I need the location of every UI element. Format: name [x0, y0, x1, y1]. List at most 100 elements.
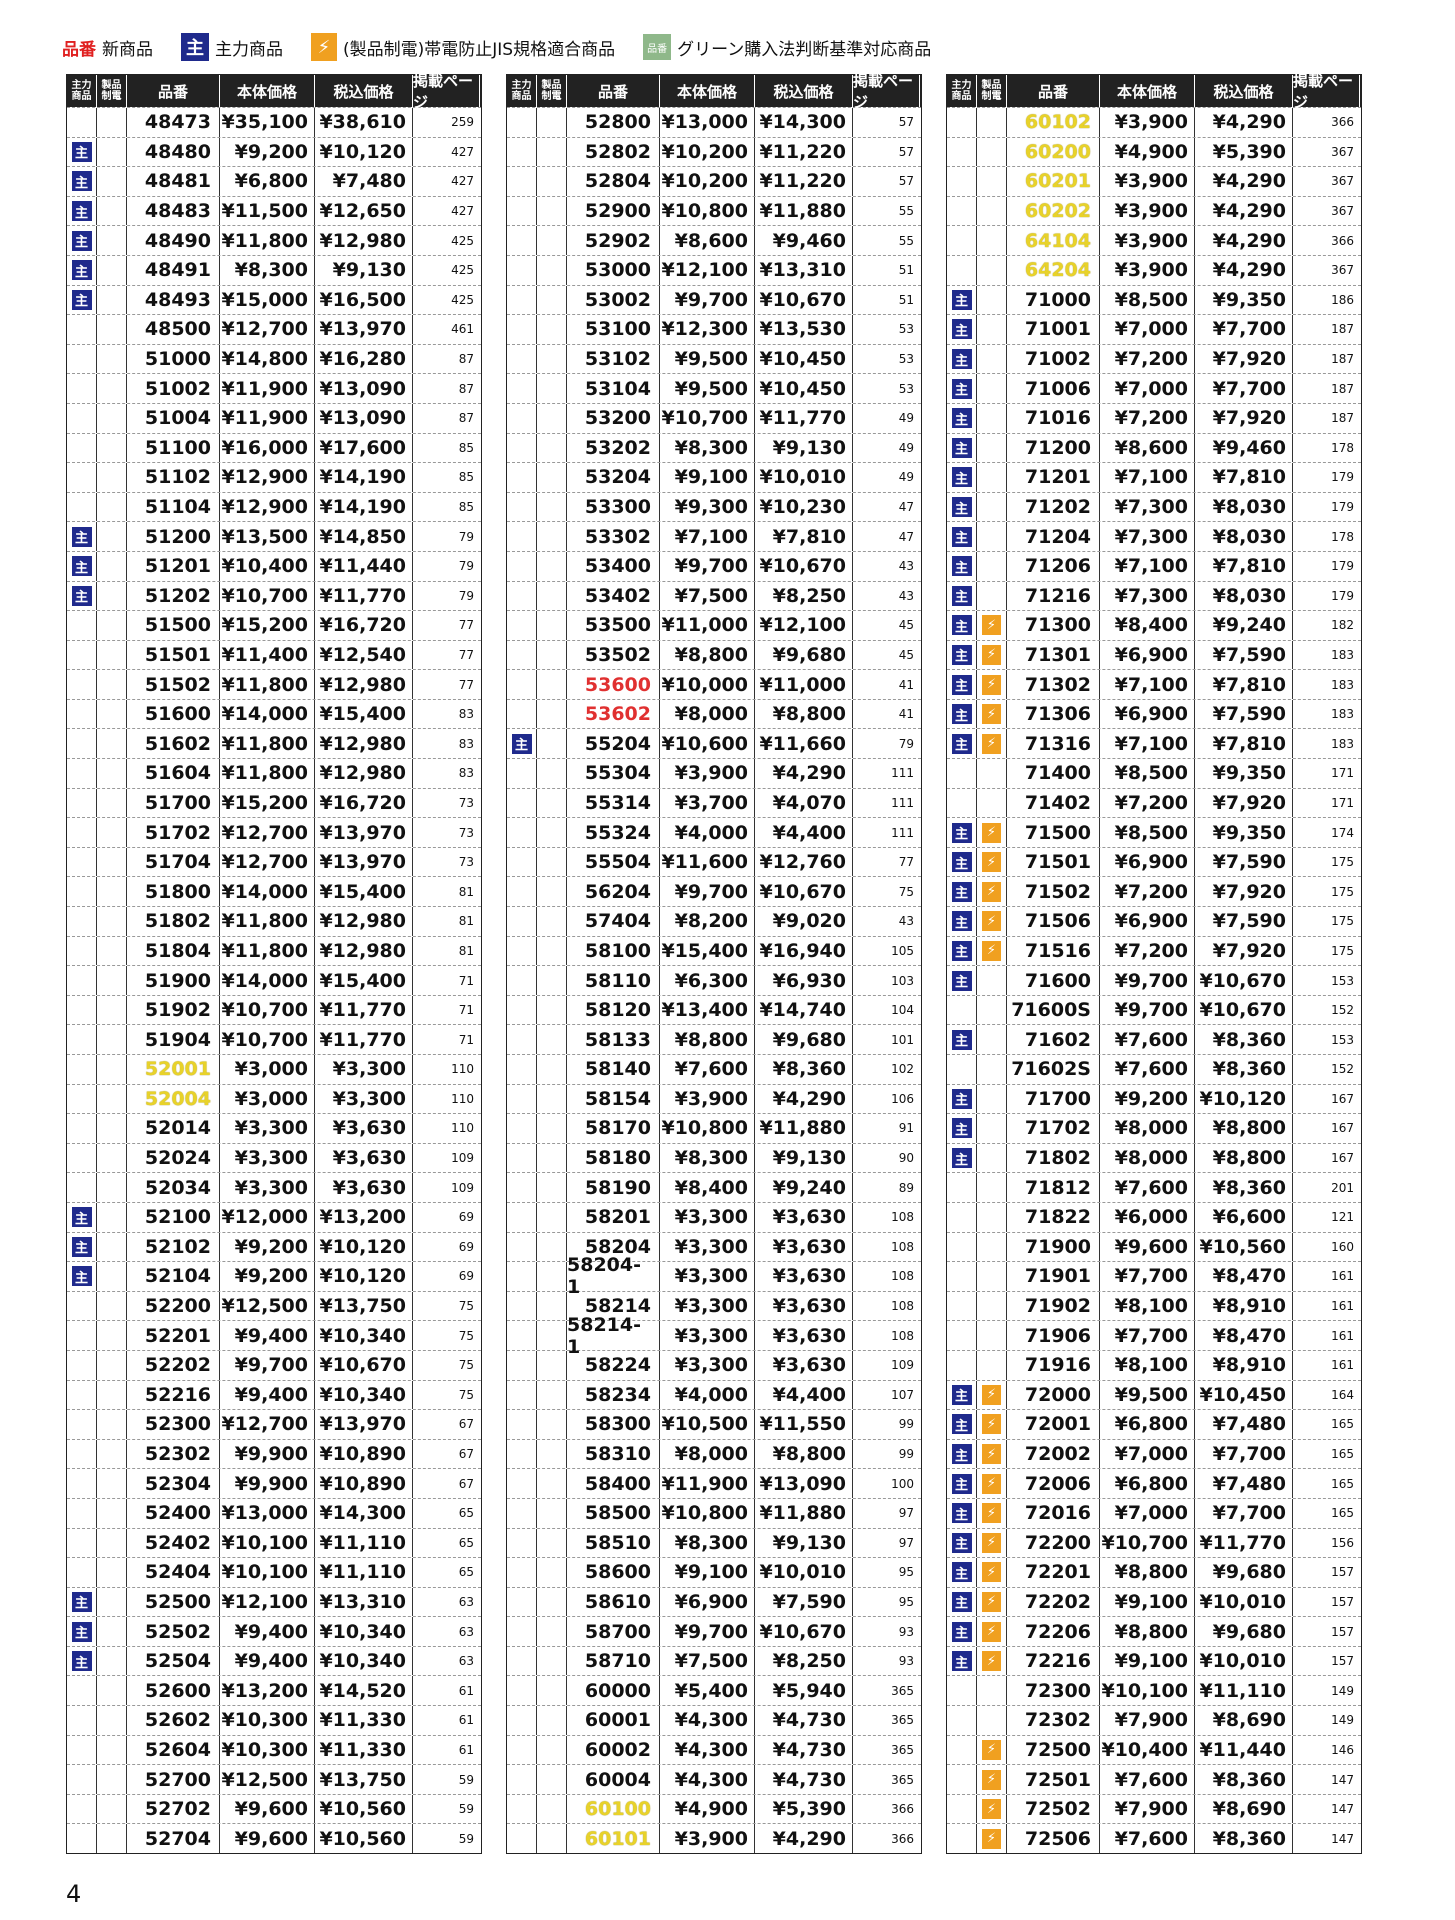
tax-price: ¥11,220 — [755, 167, 853, 196]
main-cell — [507, 1202, 537, 1232]
product-code: 71306 — [1007, 699, 1100, 729]
tax-price: ¥10,450 — [755, 374, 853, 403]
page-ref: 149 — [1331, 1683, 1354, 1698]
table-row: 71900 ¥9,600 ¥10,560 160 — [947, 1231, 1361, 1262]
table-row: 52602 ¥10,300 ¥11,330 61 — [67, 1705, 481, 1735]
product-code: 58180 — [567, 1143, 660, 1173]
base-price: ¥12,700 — [220, 1410, 315, 1439]
product-code: 51604 — [127, 759, 220, 788]
page-ref: 167 — [1331, 1091, 1354, 1106]
page-ref: 201 — [1331, 1180, 1354, 1195]
main-cell: 主 — [947, 1469, 977, 1498]
header-page: 掲載ページ — [853, 72, 920, 111]
lightning-bolt-icon: ⚡ — [982, 1532, 1001, 1553]
main-cell — [507, 226, 537, 255]
antistatic-cell — [97, 640, 127, 670]
main-cell — [947, 788, 977, 818]
table-row: 52404 ¥10,100 ¥11,110 65 — [67, 1557, 481, 1587]
table-row: 53102 ¥9,500 ¥10,450 53 — [507, 343, 921, 374]
antistatic-cell: ⚡ — [977, 699, 1007, 729]
base-price: ¥16,000 — [220, 433, 315, 463]
product-code: 51004 — [127, 403, 220, 433]
base-price: ¥9,600 — [220, 1824, 315, 1854]
antistatic-cell — [977, 433, 1007, 463]
antistatic-cell — [537, 640, 567, 670]
main-cell — [67, 1025, 97, 1054]
main-cell — [947, 1794, 977, 1824]
product-code: 53102 — [567, 344, 660, 374]
table-row: 60200 ¥4,900 ¥5,390 367 — [947, 136, 1361, 167]
page-ref: 55 — [898, 233, 914, 248]
product-code: 72500 — [1007, 1735, 1100, 1765]
base-price: ¥35,100 — [220, 108, 315, 137]
main-cell — [67, 1321, 97, 1350]
table-row: 52304 ¥9,900 ¥10,890 67 — [67, 1468, 481, 1498]
main-cell — [507, 285, 537, 315]
page-ref: 175 — [1331, 884, 1354, 899]
antistatic-cell — [537, 788, 567, 818]
tax-price: ¥10,670 — [755, 877, 853, 907]
base-price: ¥9,600 — [1100, 1232, 1195, 1262]
table-row: 主 71702 ¥8,000 ¥8,800 167 — [947, 1113, 1361, 1143]
legend-new-code-label: 品番 — [62, 39, 96, 60]
tax-price: ¥13,530 — [755, 315, 853, 344]
antistatic-cell — [977, 1321, 1007, 1350]
table-row: 52604 ¥10,300 ¥11,330 61 — [67, 1734, 481, 1765]
main-badge-icon: 主 — [951, 437, 972, 458]
main-cell: 主 — [67, 1587, 97, 1617]
product-code: 58204-1 — [567, 1254, 660, 1298]
price-table-right: 主力商品 製品制電 品番 本体価格 税込価格 掲載ページ 60102 ¥3,900 ¥4,290… — [946, 72, 1362, 1855]
base-price: ¥3,300 — [660, 1350, 755, 1380]
base-price: ¥7,200 — [1100, 788, 1195, 818]
main-cell — [947, 1321, 977, 1350]
main-cell — [947, 1055, 977, 1084]
page-ref: 153 — [1331, 973, 1354, 988]
main-cell — [507, 1676, 537, 1706]
product-code: 51800 — [127, 877, 220, 907]
page-ref: 47 — [898, 529, 914, 544]
antistatic-cell — [97, 403, 127, 433]
tax-price: ¥10,010 — [755, 1558, 853, 1587]
main-badge-icon: 主 — [951, 644, 972, 665]
tax-price: ¥4,290 — [755, 1824, 853, 1854]
page-ref: 109 — [451, 1180, 474, 1195]
base-price: ¥4,000 — [660, 818, 755, 847]
tax-price: ¥16,500 — [315, 285, 413, 315]
main-cell — [67, 611, 97, 640]
antistatic-cell — [97, 1824, 127, 1854]
page-ref: 67 — [458, 1447, 474, 1462]
main-cell: 主 — [67, 226, 97, 255]
product-code: 71402 — [1007, 788, 1100, 818]
main-cell — [67, 1735, 97, 1765]
table-row: 58510 ¥8,300 ¥9,130 97 — [507, 1527, 921, 1558]
tax-price: ¥17,600 — [315, 433, 413, 463]
tax-price: ¥13,970 — [315, 818, 413, 847]
table-row: 58214 ¥3,300 ¥3,630 108 — [507, 1290, 921, 1321]
table-row: 主 ⚡ 72002 ¥7,000 ¥7,700 165 — [947, 1438, 1361, 1469]
main-cell — [507, 1232, 537, 1262]
product-code: 52400 — [127, 1498, 220, 1528]
tax-price: ¥13,200 — [315, 1202, 413, 1232]
page-ref: 102 — [891, 1062, 914, 1077]
product-code: 52001 — [127, 1055, 220, 1084]
table-row: 主 51201 ¥10,400 ¥11,440 79 — [67, 550, 481, 581]
page-ref: 175 — [1331, 914, 1354, 929]
tax-price: ¥9,350 — [1195, 818, 1293, 847]
antistatic-cell — [537, 1291, 567, 1321]
product-code: 71602 — [1007, 1025, 1100, 1054]
antistatic-cell — [537, 1055, 567, 1084]
page-ref: 425 — [451, 263, 474, 278]
table-row: 主 52502 ¥9,400 ¥10,340 63 — [67, 1616, 481, 1646]
lightning-bolt-icon: ⚡ — [982, 1651, 1001, 1672]
tax-price: ¥12,980 — [315, 936, 413, 966]
base-price: ¥6,900 — [660, 1587, 755, 1617]
product-code: 53300 — [567, 492, 660, 522]
product-code: 60101 — [567, 1824, 660, 1854]
antistatic-cell: ⚡ — [977, 611, 1007, 640]
tax-price: ¥10,560 — [1195, 1232, 1293, 1262]
antistatic-cell — [97, 1025, 127, 1054]
base-price: ¥3,300 — [660, 1202, 755, 1232]
page-ref: 425 — [451, 233, 474, 248]
tax-price: ¥8,250 — [755, 581, 853, 611]
base-price: ¥10,100 — [220, 1528, 315, 1558]
